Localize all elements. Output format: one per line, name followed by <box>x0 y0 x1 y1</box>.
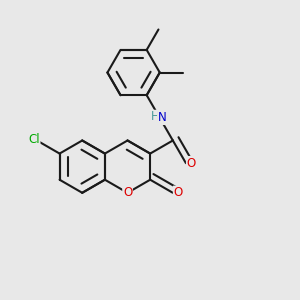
Text: H: H <box>151 110 159 123</box>
Text: O: O <box>187 157 196 169</box>
Text: Cl: Cl <box>28 133 40 146</box>
Text: N: N <box>158 111 167 124</box>
Text: O: O <box>123 186 132 199</box>
Text: O: O <box>174 186 183 199</box>
